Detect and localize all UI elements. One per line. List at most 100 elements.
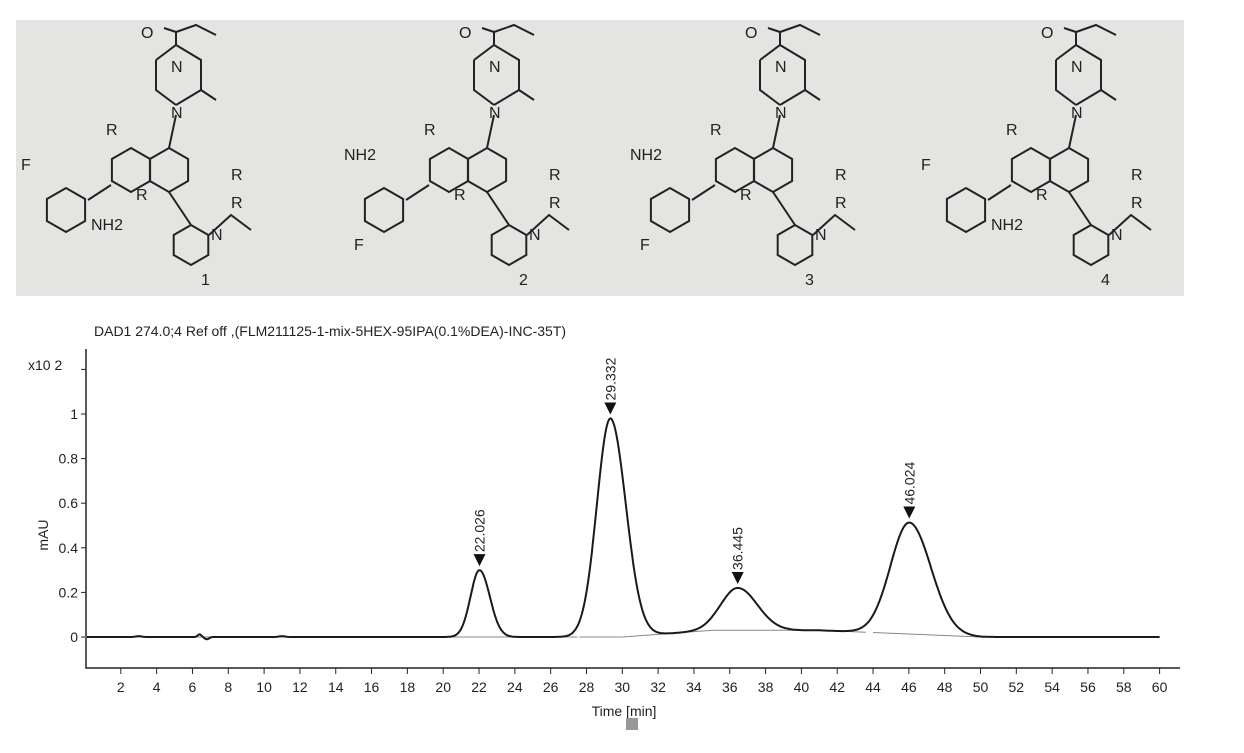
pyridine-ring bbox=[490, 223, 528, 267]
r-group-label: R bbox=[136, 187, 148, 204]
x-tick-label: 26 bbox=[543, 679, 559, 695]
amine-label: NH2 bbox=[630, 147, 662, 164]
oxygen-label: O bbox=[459, 25, 471, 42]
x-axis-label: Time [min] bbox=[592, 703, 657, 719]
compound-number: 1 bbox=[201, 272, 210, 289]
naphthalene-ring bbox=[428, 146, 470, 194]
piperazine-ring bbox=[759, 43, 806, 106]
peak-marker bbox=[604, 402, 617, 415]
y-tick-label: 0.4 bbox=[59, 540, 79, 556]
y-tick-label: 0.2 bbox=[59, 584, 79, 600]
x-tick-label: 30 bbox=[615, 679, 631, 695]
x-tick-label: 10 bbox=[256, 679, 272, 695]
fluorine-label: F bbox=[921, 157, 931, 174]
chart-title: DAD1 274.0;4 Ref off ,(FLM211125-1-mix-5… bbox=[94, 323, 566, 339]
peak-label: 29.332 bbox=[602, 357, 618, 400]
acryloyl-group bbox=[163, 23, 217, 45]
x-tick-label: 16 bbox=[364, 679, 380, 695]
piperazine-ring bbox=[473, 43, 520, 106]
peak-marker bbox=[473, 554, 486, 567]
x-tick-label: 38 bbox=[758, 679, 774, 695]
chromatogram: DAD1 274.0;4 Ref off ,(FLM211125-1-mix-5… bbox=[28, 323, 1180, 730]
x-tick-label: 46 bbox=[901, 679, 917, 695]
x-tick-label: 18 bbox=[400, 679, 416, 695]
r-group-label: R bbox=[835, 167, 847, 184]
amine-label: NH2 bbox=[91, 217, 123, 234]
acryloyl-group bbox=[1063, 23, 1117, 45]
bonds bbox=[405, 89, 570, 236]
nitrogen-label: N bbox=[1071, 105, 1083, 122]
oxygen-label: O bbox=[1041, 25, 1053, 42]
chemical-structures-panel: O N N N R R R R F NH2 1 O N N N R R R R F NH2 2 O N N N R R R R F NH2 3 O… bbox=[16, 20, 1184, 296]
x-tick-label: 40 bbox=[794, 679, 810, 695]
pyridine-nitrogen-label: N bbox=[211, 227, 223, 244]
axes-frame bbox=[85, 349, 1180, 669]
r-group-label: R bbox=[1006, 122, 1018, 139]
piperazine-ring bbox=[1055, 43, 1102, 106]
aniline-ring bbox=[945, 186, 987, 234]
r-group-label: R bbox=[454, 187, 466, 204]
r-group-label: R bbox=[231, 195, 243, 212]
naphthalene-ring bbox=[1048, 146, 1090, 194]
r-group-label: R bbox=[106, 122, 118, 139]
peak-label: 22.026 bbox=[471, 509, 487, 552]
naphthalene-ring bbox=[1010, 146, 1052, 194]
r-group-label: R bbox=[740, 187, 752, 204]
naphthalene-ring bbox=[466, 146, 508, 194]
x-tick-label: 14 bbox=[328, 679, 344, 695]
compound-number: 3 bbox=[805, 272, 814, 289]
x-tick-label: 56 bbox=[1080, 679, 1096, 695]
nitrogen-label: N bbox=[1071, 59, 1083, 76]
amine-label: NH2 bbox=[991, 217, 1023, 234]
r-group-label: R bbox=[549, 195, 561, 212]
bonds bbox=[87, 89, 252, 236]
x-tick-label: 4 bbox=[153, 679, 161, 695]
y-tick-label: 0.6 bbox=[59, 495, 79, 511]
r-group-label: R bbox=[1131, 167, 1143, 184]
fluorine-label: F bbox=[640, 237, 650, 254]
r-group-label: R bbox=[835, 195, 847, 212]
signal-trace bbox=[86, 417, 1160, 641]
x-tick-label: 34 bbox=[686, 679, 702, 695]
fluorine-label: F bbox=[354, 237, 364, 254]
peak-label: 36.445 bbox=[730, 527, 746, 570]
integration-baseline bbox=[85, 629, 1160, 638]
r-group-label: R bbox=[549, 167, 561, 184]
x-tick-label: 22 bbox=[471, 679, 487, 695]
r-group-label: R bbox=[231, 167, 243, 184]
fluorine-label: F bbox=[21, 157, 31, 174]
y-axis-label: mAU bbox=[35, 519, 51, 550]
acryloyl-group bbox=[481, 23, 535, 45]
acryloyl-group bbox=[767, 23, 821, 45]
r-group-label: R bbox=[424, 122, 436, 139]
x-tick-label: 58 bbox=[1116, 679, 1132, 695]
x-tick-label: 52 bbox=[1009, 679, 1025, 695]
x-tick-label: 8 bbox=[224, 679, 232, 695]
x-tick-label: 36 bbox=[722, 679, 738, 695]
pyridine-ring bbox=[1072, 223, 1110, 267]
nitrogen-label: N bbox=[489, 105, 501, 122]
r-group-label: R bbox=[1036, 187, 1048, 204]
x-tick-label: 2 bbox=[117, 679, 125, 695]
naphthalene-ring bbox=[148, 146, 190, 194]
x-tick-label: 6 bbox=[189, 679, 197, 695]
x-tick-label: 54 bbox=[1044, 679, 1060, 695]
y-tick-label: 0.8 bbox=[59, 451, 79, 467]
piperazine-ring bbox=[155, 43, 202, 106]
aniline-ring bbox=[363, 186, 405, 234]
aniline-ring bbox=[45, 186, 87, 234]
nitrogen-label: N bbox=[171, 59, 183, 76]
bonds bbox=[987, 89, 1152, 236]
pyridine-ring bbox=[776, 223, 814, 267]
naphthalene-ring bbox=[714, 146, 756, 194]
nitrogen-label: N bbox=[775, 59, 787, 76]
x-tick-label: 32 bbox=[650, 679, 666, 695]
x-tick-label: 50 bbox=[973, 679, 989, 695]
y-tick-label: 1 bbox=[70, 406, 78, 422]
y-multiplier: x10 2 bbox=[28, 357, 62, 373]
naphthalene-ring bbox=[110, 146, 152, 194]
x-tick-label: 12 bbox=[292, 679, 308, 695]
